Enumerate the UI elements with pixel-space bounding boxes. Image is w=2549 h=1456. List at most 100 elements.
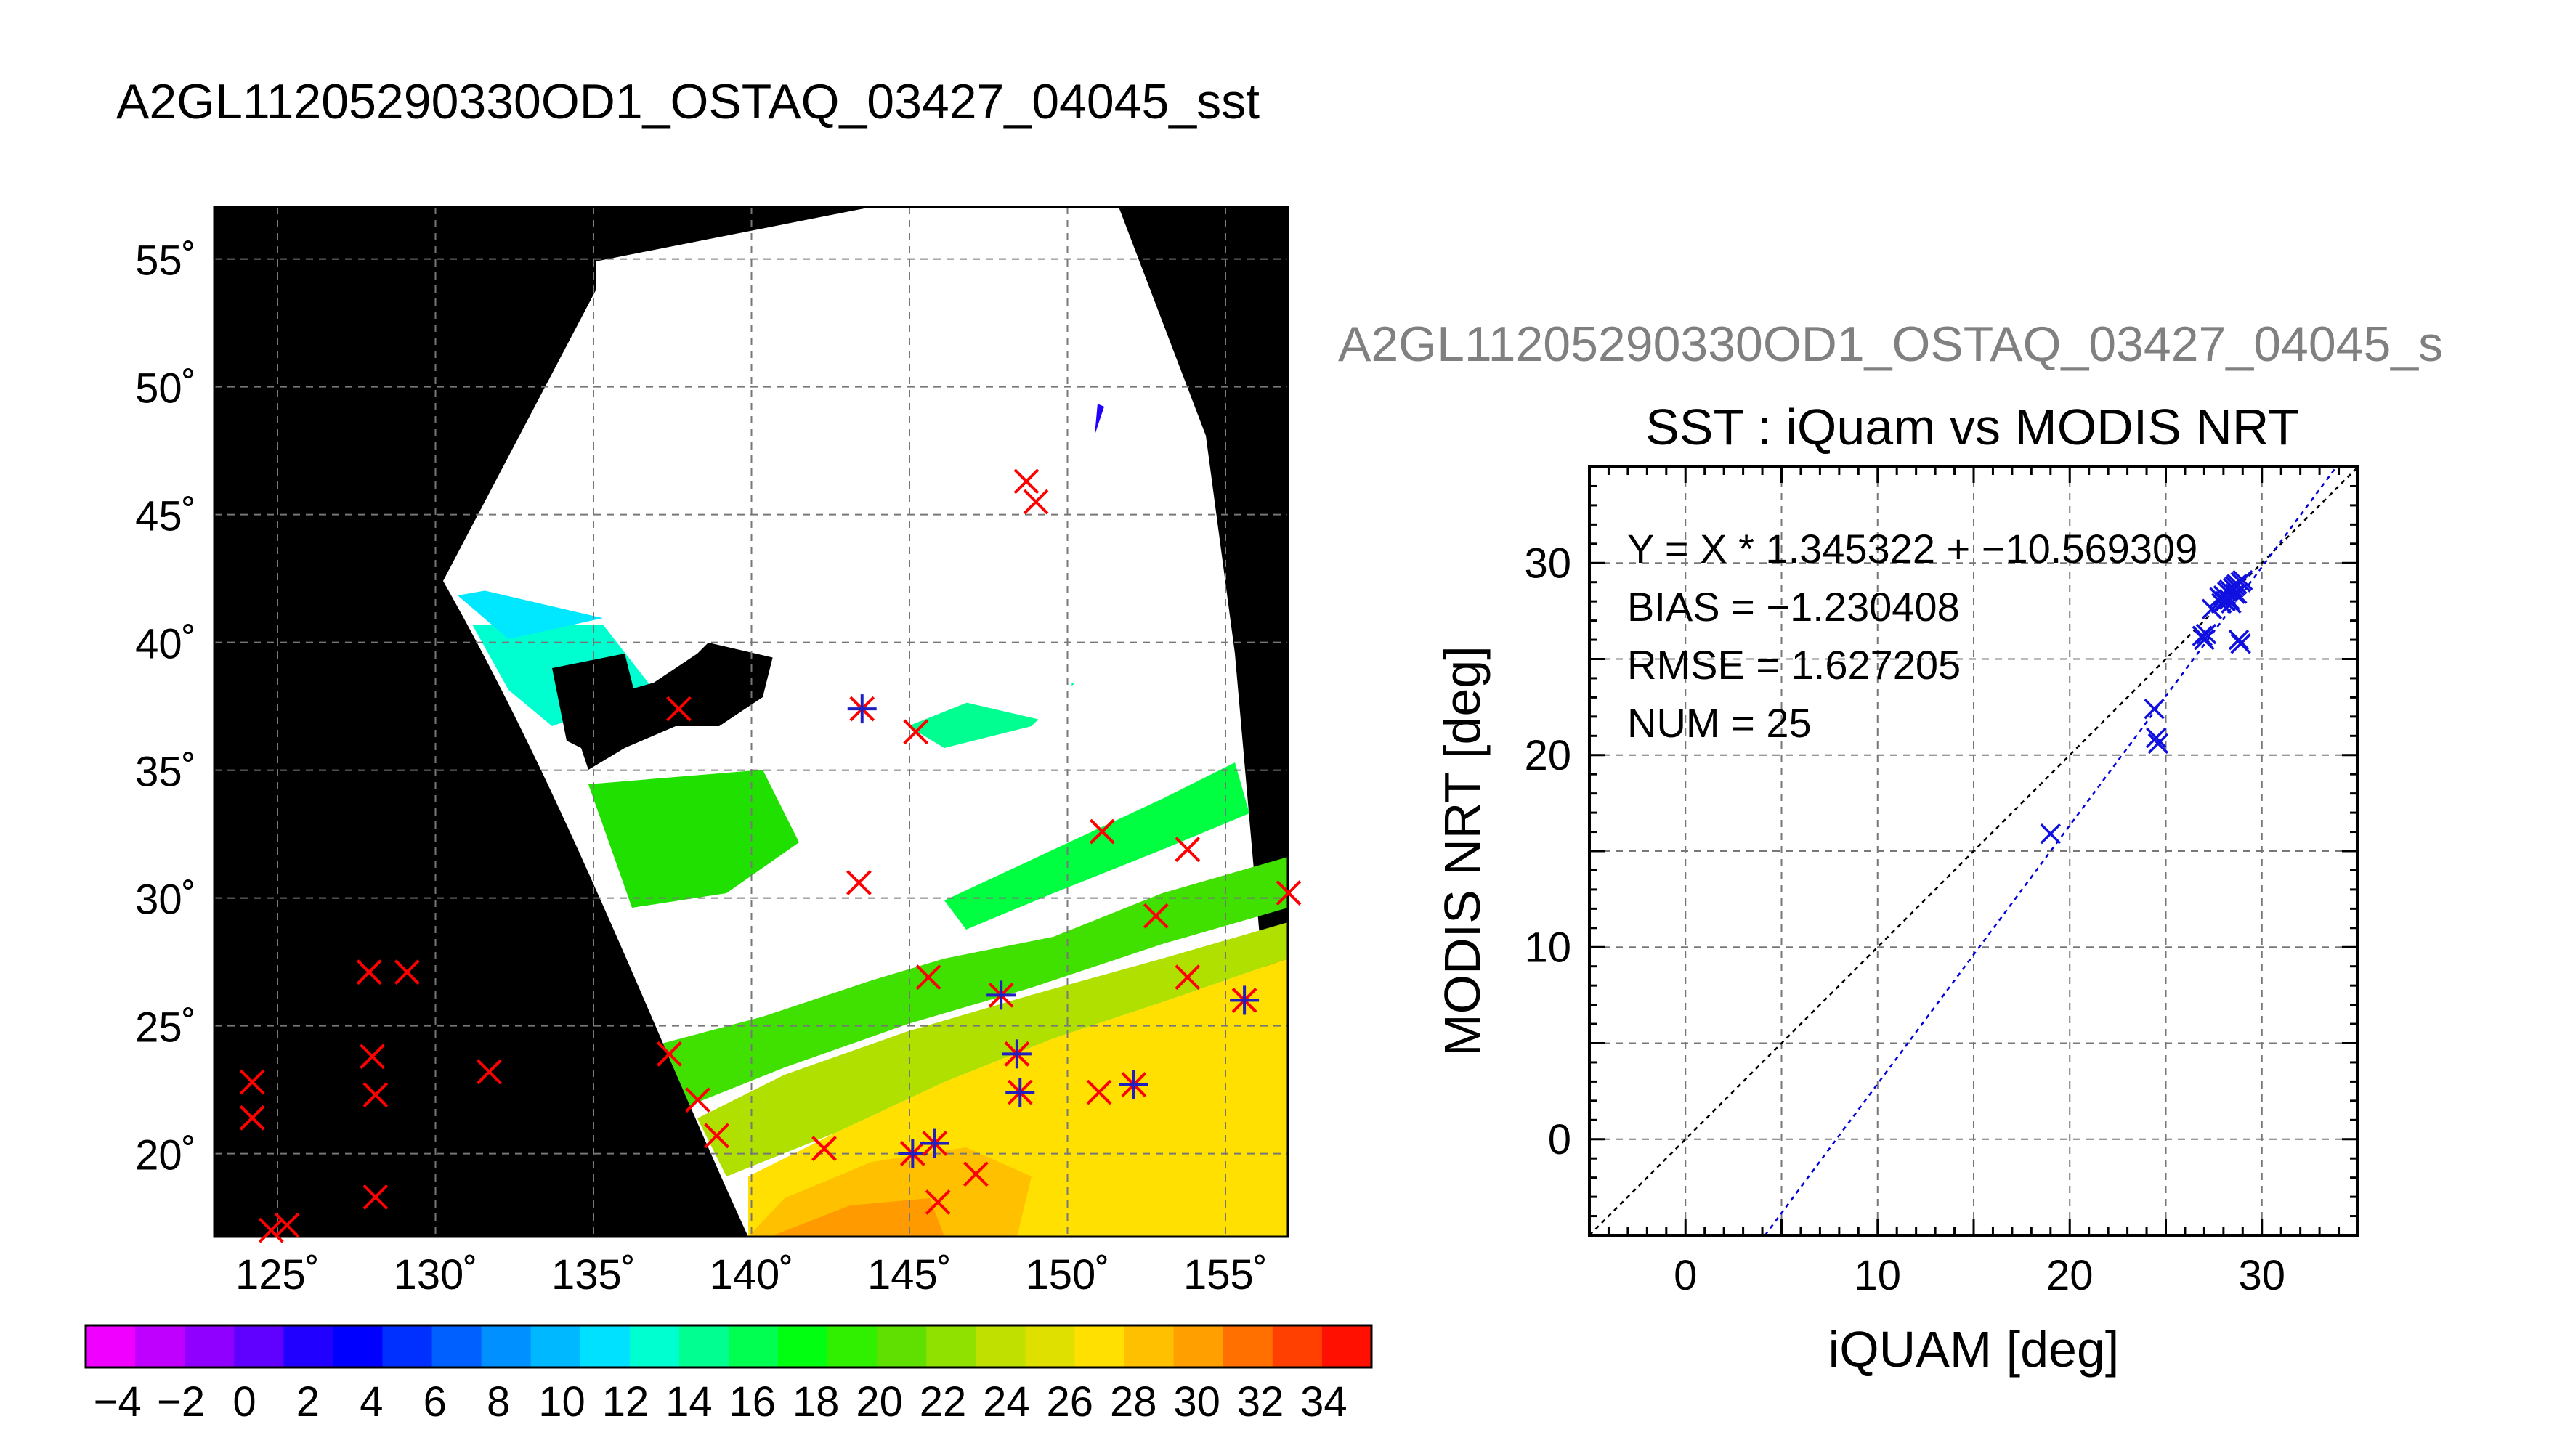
colorbar-swatch (481, 1325, 532, 1367)
point-stroke (2230, 633, 2251, 654)
match-marker-red (1086, 1079, 1112, 1105)
data-point (2144, 699, 2165, 720)
marker-stroke (362, 1184, 389, 1210)
colorbar-swatch (530, 1325, 581, 1367)
match-marker-red (915, 964, 941, 991)
marker-stroke (258, 1217, 284, 1243)
data-point (2226, 583, 2248, 604)
match-marker-red (1143, 903, 1169, 929)
num-stat: NUM = 25 (1627, 700, 1812, 746)
marker-stroke (666, 696, 692, 722)
marker-stroke (274, 1212, 300, 1238)
colorbar-swatch (1124, 1325, 1175, 1367)
marker-stroke (704, 1123, 730, 1149)
x-tick-label: 10 (1854, 1252, 1901, 1299)
point-stroke (2228, 629, 2250, 651)
lat-tick-label: 30˚ (135, 877, 196, 924)
lon-tick-label: 135˚ (551, 1251, 636, 1298)
match-marker-red (846, 870, 872, 895)
match-marker-red (360, 1044, 385, 1070)
colorbar-swatch (678, 1325, 729, 1367)
lon-tick-label: 130˚ (393, 1251, 477, 1298)
colorbar-swatch (1272, 1325, 1323, 1367)
map-frame (213, 206, 1289, 1238)
lat-tick-label: 40˚ (135, 621, 196, 668)
colorbar-label: −2 (157, 1378, 205, 1426)
colorbar-swatch (283, 1325, 334, 1367)
colorbar-label: 4 (360, 1378, 383, 1426)
data-point (2040, 823, 2062, 845)
marker-stroke (656, 1041, 682, 1067)
x-axis-label: iQUAM [deg] (1828, 1321, 2120, 1378)
marker-stroke (239, 1105, 265, 1131)
colorbar-swatch (827, 1325, 878, 1367)
match-marker-red (685, 1087, 710, 1113)
match-marker-red (1013, 468, 1040, 495)
regression-line (1764, 467, 2338, 1235)
colorbar-label: 30 (1173, 1378, 1220, 1426)
colorbar-swatch (729, 1325, 779, 1367)
match-marker-overlap (920, 1128, 949, 1158)
point-stroke (2146, 727, 2167, 749)
data-point (2228, 629, 2250, 651)
colorbar-swatch (185, 1325, 235, 1367)
colorbar-swatch (1173, 1325, 1224, 1367)
point-stroke (2226, 583, 2248, 604)
rmse-stat: RMSE = 1.627205 (1627, 642, 1961, 688)
colorbar-label: 24 (983, 1378, 1030, 1426)
chart-title: SST : iQuam vs MODIS NRT (1645, 399, 2299, 455)
lon-tick-label: 145˚ (867, 1251, 952, 1298)
marker-stroke (477, 1059, 502, 1085)
data-point (2194, 629, 2215, 651)
colorbar-swatch (135, 1325, 185, 1367)
match-marker-red (274, 1212, 300, 1238)
colorbar-label: 26 (1047, 1378, 1094, 1426)
data-point (2230, 633, 2251, 654)
marker-stroke (925, 1189, 951, 1215)
point-stroke (2040, 823, 2062, 845)
colorbar-swatch (976, 1325, 1026, 1367)
bias-stat: BIAS = −1.230408 (1627, 584, 1960, 630)
match-marker-overlap (1119, 1070, 1148, 1099)
colorbar-swatch (1321, 1325, 1372, 1367)
match-marker-red (963, 1161, 989, 1187)
match-marker-red (1023, 489, 1049, 515)
match-marker-overlap (847, 694, 877, 724)
lon-tick-label: 150˚ (1025, 1251, 1109, 1298)
match-marker-red (903, 719, 929, 745)
point-stroke (2232, 569, 2253, 591)
point-stroke (2201, 598, 2223, 619)
marker-stroke (1023, 489, 1049, 515)
colorbar-swatch (333, 1325, 384, 1367)
x-tick-label: 0 (1674, 1252, 1697, 1299)
scatter-plot: 0 10 20 30 0 10 20 30 Y = X * 1.345322 + −10.5… (1434, 465, 2359, 1378)
match-marker-overlap (898, 1139, 928, 1168)
match-marker-red (362, 1184, 389, 1210)
colorbar: −4 −2 0 2 4 6 8 10 12 14 16 18 20 22 24 26 28 30 32 34 (84, 1324, 1373, 1426)
data-point (2192, 625, 2213, 646)
point-stroke (2209, 587, 2230, 609)
colorbar-label: 32 (1237, 1378, 1284, 1426)
x-tick-label: 30 (2238, 1252, 2285, 1299)
colorbar-label: 14 (665, 1378, 713, 1426)
match-marker-red (1276, 880, 1302, 906)
colorbar-label: 18 (793, 1378, 840, 1426)
match-marker-red (362, 1082, 389, 1108)
marker-stroke (1276, 880, 1302, 906)
marker-stroke (360, 1044, 385, 1070)
match-marker-red (258, 1217, 284, 1243)
swath-area (443, 207, 1288, 1237)
point-stroke (2147, 733, 2169, 755)
marker-stroke (1089, 818, 1115, 845)
scatter-filename: A2GL11205290330OD1_OSTAQ_03427_04045_s (1338, 317, 2443, 372)
marker-stroke (1086, 1079, 1112, 1105)
colorbar-label: 6 (424, 1378, 447, 1426)
data-point (2195, 623, 2217, 645)
colorbar-labels: −4 −2 0 2 4 6 8 10 12 14 16 18 20 22 24 26 28 30 32 34 (94, 1378, 1348, 1426)
point-stroke (2195, 623, 2217, 645)
match-marker-red (811, 1136, 837, 1161)
lat-tick-label: 45˚ (135, 493, 196, 540)
longitude-labels: 125˚ 130˚ 135˚ 140˚ 145˚ 150˚ 155˚ (235, 1251, 1268, 1298)
y-axis-label: MODIS NRT [deg] (1434, 646, 1491, 1056)
colorbar-label: 28 (1110, 1378, 1157, 1426)
